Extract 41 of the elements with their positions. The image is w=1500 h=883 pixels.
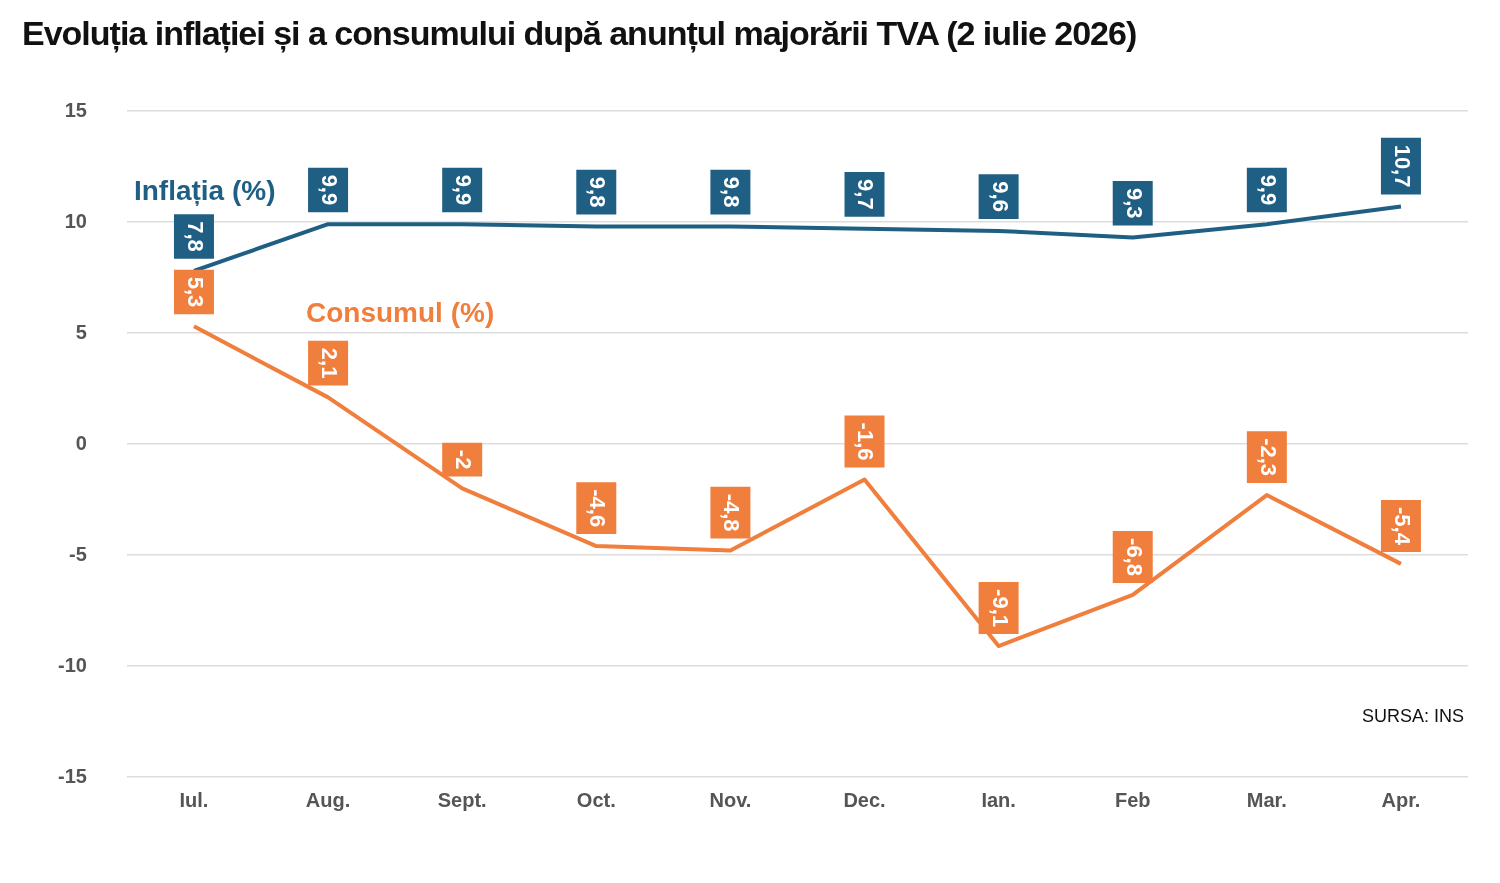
data-label: 2,1 bbox=[317, 347, 343, 379]
x-tick-label: Oct. bbox=[576, 788, 616, 811]
y-tick-label: -5 bbox=[69, 542, 87, 565]
data-label: 9,6 bbox=[987, 181, 1013, 212]
data-label: 10,7 bbox=[1389, 144, 1415, 188]
data-label: 9,8 bbox=[719, 176, 745, 208]
data-label: -4,6 bbox=[585, 489, 611, 528]
data-label: 9,9 bbox=[1255, 174, 1281, 206]
annotation: SURSA: INS bbox=[1361, 705, 1464, 726]
data-label: -1,6 bbox=[853, 422, 879, 461]
x-tick-label: Sept. bbox=[437, 788, 487, 811]
data-label: -2 bbox=[451, 449, 477, 470]
y-tick-label: 10 bbox=[64, 209, 87, 232]
x-tick-label: Iul. bbox=[179, 788, 209, 811]
x-tick-label: Apr. bbox=[1381, 788, 1421, 811]
x-tick-label: Nov. bbox=[709, 788, 752, 811]
data-label: 7,8 bbox=[182, 221, 208, 252]
y-tick-label: 5 bbox=[75, 320, 87, 343]
data-label: -5,4 bbox=[1389, 506, 1415, 546]
x-tick-label: Ian. bbox=[981, 788, 1016, 811]
x-tick-label: Mar. bbox=[1246, 788, 1287, 811]
legend-label: Inflația (%) bbox=[133, 175, 276, 207]
data-label: -6,8 bbox=[1121, 538, 1147, 576]
data-label: -9,1 bbox=[987, 589, 1013, 628]
x-tick-label: Aug. bbox=[305, 788, 351, 811]
x-tick-label: Dec. bbox=[843, 788, 886, 811]
data-label: 9,9 bbox=[451, 174, 477, 206]
y-tick-label: -10 bbox=[58, 653, 87, 676]
data-label: 9,7 bbox=[853, 179, 879, 210]
y-tick-label: 0 bbox=[75, 431, 87, 454]
data-label: 5,3 bbox=[182, 276, 208, 308]
y-tick-label: 15 bbox=[64, 98, 87, 121]
data-label: -2,3 bbox=[1255, 438, 1281, 477]
chart-title: Evoluția inflației și a consumului după anunțul majorării TVA (2 iulie 2026) bbox=[21, 13, 1138, 55]
data-label: 9,8 bbox=[585, 176, 611, 208]
data-label: 9,3 bbox=[1121, 187, 1147, 219]
data-label: -4,8 bbox=[719, 493, 745, 532]
x-tick-label: Feb bbox=[1114, 788, 1151, 811]
y-tick-label: -15 bbox=[58, 764, 87, 787]
data-label: 9,9 bbox=[317, 174, 343, 206]
series-label: Consumul (%) bbox=[306, 297, 495, 329]
